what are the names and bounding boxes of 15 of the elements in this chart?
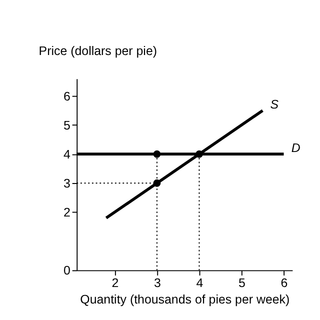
y-tick-label: 0 bbox=[63, 264, 70, 278]
x-tick-label: 3 bbox=[154, 276, 161, 290]
x-axis-title: Quantity (thousands of pies per week) bbox=[80, 292, 290, 306]
y-tick-label: 4 bbox=[63, 147, 70, 162]
x-tick-label: 4 bbox=[196, 276, 204, 290]
x-tick-label: 2 bbox=[112, 276, 119, 290]
x-tick-label: 6 bbox=[280, 276, 288, 290]
y-tick-label: 5 bbox=[63, 118, 70, 132]
y-tick-label: 6 bbox=[63, 89, 70, 104]
y-tick-label: 3 bbox=[63, 176, 70, 190]
y-tick-label: 2 bbox=[63, 205, 70, 220]
y-axis-title: Price (dollars per pie) bbox=[38, 44, 158, 58]
series-label: S bbox=[270, 98, 280, 112]
series-label: D bbox=[291, 141, 300, 156]
x-tick-label: 5 bbox=[238, 276, 246, 290]
